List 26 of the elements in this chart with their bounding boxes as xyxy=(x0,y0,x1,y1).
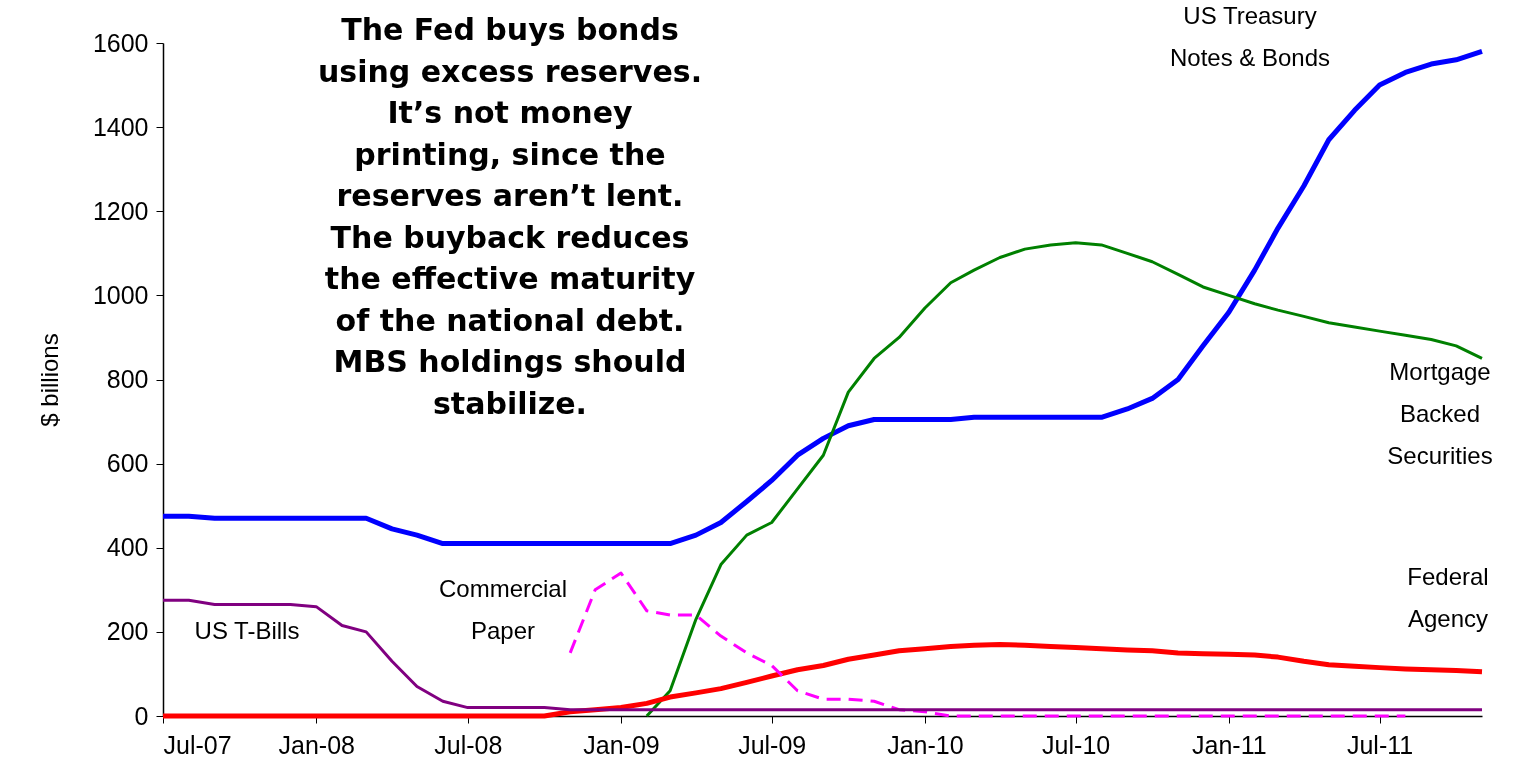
x-tick-label: Jul-08 xyxy=(434,730,503,759)
x-tick-label: Jan-08 xyxy=(278,730,355,759)
x-tick-label: Jul-09 xyxy=(738,730,807,759)
x-tick-label: Jan-09 xyxy=(583,730,660,759)
y-tick-label: 800 xyxy=(106,365,149,393)
y-tick-label: 200 xyxy=(106,617,149,646)
series-label: Federal Agency xyxy=(1407,563,1489,632)
y-tick-label: 1400 xyxy=(92,112,149,141)
y-axis-title: $ billions xyxy=(35,333,63,427)
series-label: US T-Bills xyxy=(194,617,300,644)
series-label: Mortgage Backed Securities xyxy=(1387,358,1493,469)
x-tick-label: Jul-07 xyxy=(163,730,232,759)
y-tick-label: 1600 xyxy=(92,28,149,57)
line-series xyxy=(568,571,1407,718)
series-label: Commercial Paper xyxy=(438,575,568,644)
y-tick-label: 1200 xyxy=(92,196,149,225)
y-tick-label: 1000 xyxy=(92,280,149,309)
x-tick-label: Jan-11 xyxy=(1192,730,1267,759)
x-tick-label: Jul-10 xyxy=(1042,730,1111,759)
y-tick-label: 600 xyxy=(106,449,149,478)
series-label: US Treasury Notes & Bonds xyxy=(1169,2,1331,71)
text: The Fed buys bonds using excess reserves. It’s not money printing, since the reserves aren’t lent. The buyback reduces the effective maturity of the national debt. MBS holdings should stabilize. xyxy=(317,12,703,421)
x-tick-label: Jan-10 xyxy=(887,730,964,759)
y-tick-label: 400 xyxy=(106,533,149,562)
x-tick-label: Jul-11 xyxy=(1346,730,1414,759)
y-tick-label: 0 xyxy=(134,701,149,730)
